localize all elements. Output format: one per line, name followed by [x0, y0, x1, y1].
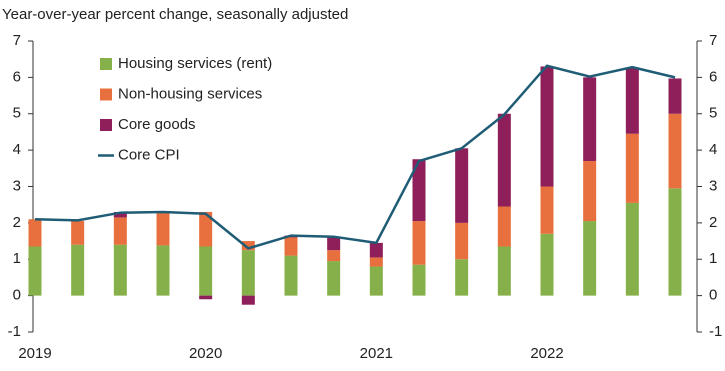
legend-label: Core goods — [118, 116, 196, 133]
bar — [455, 259, 469, 296]
bar — [455, 148, 469, 223]
bar — [28, 219, 42, 247]
bar — [369, 242, 383, 258]
y2-tick-label: 5 — [709, 105, 717, 122]
bar — [284, 255, 298, 296]
bar — [199, 246, 213, 296]
bar — [455, 222, 469, 260]
x-tick-label: 2022 — [530, 345, 563, 362]
y-tick-label: 2 — [13, 214, 21, 231]
x-tick-label: 2021 — [360, 345, 393, 362]
y-tick-label: 4 — [13, 141, 21, 158]
bar — [71, 244, 85, 296]
y2-tick-label: 7 — [709, 32, 717, 49]
bar — [327, 261, 341, 296]
x-tick-label: 2020 — [189, 345, 222, 362]
legend-label: Non-housing services — [118, 85, 262, 102]
bar — [625, 133, 639, 203]
bar — [497, 246, 511, 296]
x-tick-label: 2019 — [18, 345, 51, 362]
bar — [113, 244, 127, 296]
bar — [625, 202, 639, 296]
y2-tick-label: 2 — [709, 214, 717, 231]
line — [34, 64, 676, 250]
bar — [540, 66, 554, 187]
y2-tick-label: 3 — [709, 177, 717, 194]
bar — [412, 221, 426, 265]
bar — [668, 188, 682, 296]
y-tick-label: 0 — [13, 287, 21, 304]
bar — [668, 78, 682, 114]
bar — [327, 250, 341, 262]
y2-tick-label: 6 — [709, 68, 717, 85]
bar — [583, 161, 597, 222]
y2-tick-label: 1 — [709, 250, 717, 267]
bar — [327, 237, 341, 251]
legend-swatch — [100, 58, 112, 70]
legend-swatch — [100, 88, 112, 101]
bar — [28, 246, 42, 296]
bar — [199, 295, 213, 300]
bar — [369, 266, 383, 296]
bar — [540, 233, 554, 296]
bar — [497, 206, 511, 247]
bar — [412, 264, 426, 296]
bar — [583, 77, 597, 162]
bar — [412, 159, 426, 222]
bar — [583, 221, 597, 296]
y-tick-label: 6 — [13, 68, 21, 85]
bar — [540, 186, 554, 234]
y-tick-label: 1 — [13, 250, 21, 267]
bar — [241, 250, 255, 296]
bar — [241, 295, 255, 305]
bar — [156, 211, 170, 246]
legend-swatch — [100, 119, 112, 131]
y-tick-label: 3 — [13, 177, 21, 194]
y-tick-label: -1 — [8, 323, 21, 340]
bar — [369, 257, 383, 267]
y2-tick-label: -1 — [709, 323, 722, 340]
bar — [241, 241, 255, 251]
bar — [71, 221, 85, 245]
y-tick-label: 7 — [13, 32, 21, 49]
y2-tick-label: 4 — [709, 141, 717, 158]
bar — [284, 237, 298, 256]
bar — [113, 217, 127, 245]
bar — [156, 245, 170, 296]
bar — [497, 113, 511, 207]
bar — [113, 211, 127, 218]
y-tick-label: 5 — [13, 105, 21, 122]
bar — [199, 211, 213, 247]
chart-title: Year-over-year percent change, seasonall… — [2, 6, 348, 23]
bar — [625, 68, 639, 134]
y2-tick-label: 0 — [709, 287, 717, 304]
legend-label: Housing services (rent) — [118, 55, 272, 72]
legend-label: Core CPI — [118, 146, 180, 163]
bar — [668, 113, 682, 189]
